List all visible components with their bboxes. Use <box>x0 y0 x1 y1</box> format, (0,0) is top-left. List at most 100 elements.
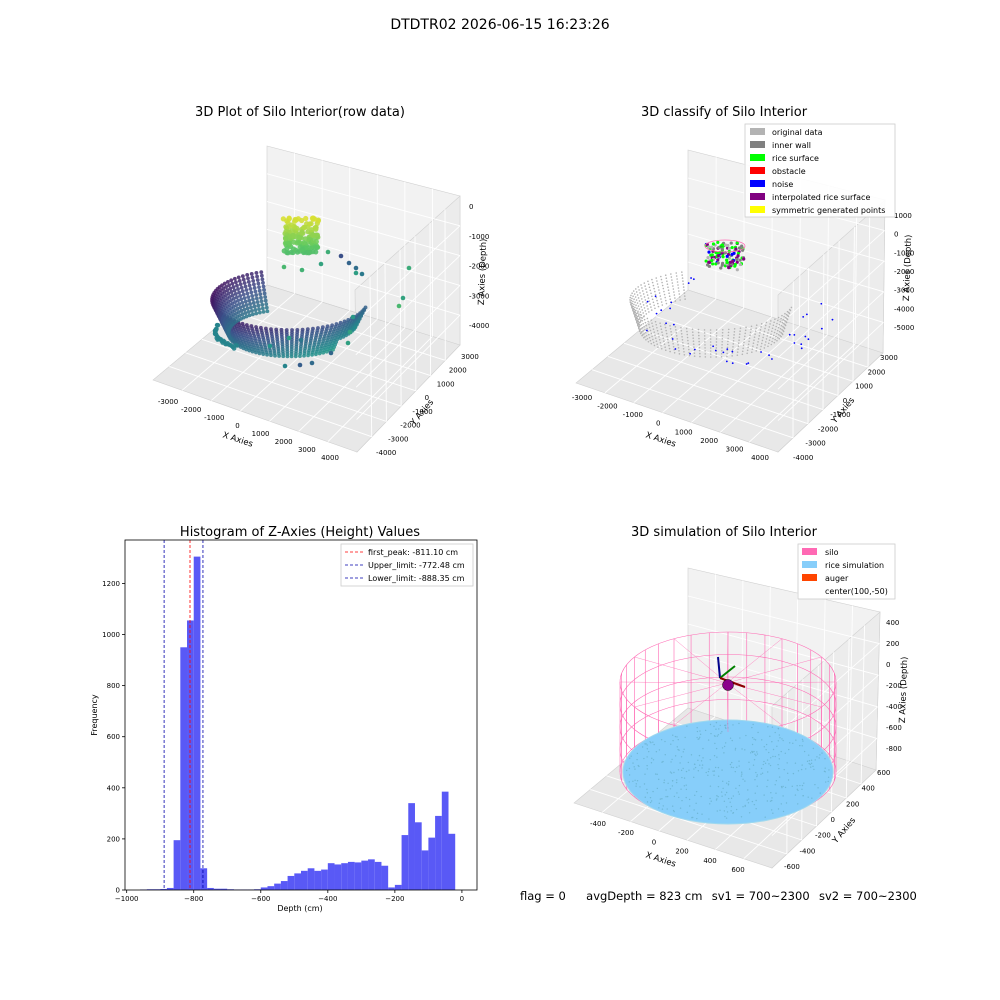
panel-classify-original-point <box>634 296 637 298</box>
rice-simulation-point <box>632 762 634 764</box>
panel-classify-original-point <box>638 308 641 310</box>
rice-simulation-point <box>671 780 674 782</box>
panel-raw-wall-point <box>246 280 251 284</box>
rice-simulation-point <box>688 798 691 801</box>
panel-classify-original-point <box>660 347 663 350</box>
panel-classify-cluster-point <box>710 245 714 249</box>
panel-raw-wall-point <box>338 336 343 341</box>
panel-simulation-grid <box>687 651 878 708</box>
panel-classify-original-point <box>732 343 735 345</box>
panel-classify-noise-point <box>670 301 673 304</box>
panel-classify-original-point <box>699 355 701 358</box>
panel-raw-noise-point <box>281 264 287 270</box>
panel-classify-original-point <box>653 331 656 333</box>
panel-classify-original-point <box>682 283 685 285</box>
rice-simulation-point <box>792 742 794 745</box>
panel-classify-original-point <box>721 346 723 349</box>
panel-raw-wall-point <box>257 307 261 311</box>
rice-simulation-point <box>704 729 707 732</box>
panel-classify-cluster-point <box>735 260 739 264</box>
panel-classify-original-point <box>635 299 638 301</box>
panel-classify-original-point <box>657 286 660 288</box>
panel-raw-noise-point <box>297 362 303 368</box>
panel-raw-noise-point <box>299 267 305 273</box>
panel-simulation-x-tick-label: 200 <box>675 848 688 856</box>
rice-simulation-point <box>751 800 754 803</box>
rice-simulation-point <box>652 759 655 761</box>
rice-simulation-point <box>778 767 780 770</box>
panel-classify-original-point <box>665 299 667 302</box>
panel-classify-original-point <box>751 351 753 353</box>
panel-classify-cluster-point <box>735 268 739 272</box>
rice-simulation-point <box>814 783 816 786</box>
panel-classify-original-point <box>692 337 695 339</box>
panel-raw-wall-point <box>247 283 252 288</box>
rice-simulation-point <box>803 782 805 784</box>
panel-classify-original-point <box>720 352 723 355</box>
panel-raw-y-tick-label: -2000 <box>400 422 420 430</box>
panel-raw-wall-point <box>247 313 252 318</box>
panel-classify-original-point <box>680 332 683 335</box>
rice-simulation-point <box>769 735 771 738</box>
rice-simulation-point <box>777 808 780 810</box>
rice-simulation-point <box>673 795 676 798</box>
panel-classify-original-point <box>767 332 769 334</box>
rice-simulation-point <box>702 747 704 750</box>
panel-simulation-legend-swatch <box>802 548 817 555</box>
panel-classify-original-point <box>636 294 639 296</box>
panel-classify-original-point <box>704 341 706 343</box>
panel-classify-cluster-point <box>721 261 725 265</box>
panel-classify-original-point <box>721 328 724 331</box>
rice-simulation-point <box>727 797 730 800</box>
rice-simulation-point <box>715 799 718 801</box>
panel-simulation-z-tick-label: -800 <box>886 745 902 753</box>
panel-classify-original-point <box>631 302 634 305</box>
panel-classify-original-point <box>685 327 688 330</box>
panel-classify-original-point <box>771 340 773 343</box>
panel-classify-original-point <box>698 340 700 343</box>
panel-raw-wall-point <box>306 353 310 358</box>
panel-classify-original-point <box>684 298 686 300</box>
rice-simulation-point <box>721 747 724 749</box>
panel-classify-original-point <box>663 293 666 296</box>
panel-classify-original-point <box>747 346 749 349</box>
panel-raw-rice-point <box>281 248 287 254</box>
histogram-bar <box>294 873 301 890</box>
rice-simulation-point <box>816 756 818 758</box>
rice-simulation-point <box>674 735 677 738</box>
panel-classify-cluster-point <box>716 254 720 258</box>
panel-classify-noise-point <box>660 309 663 312</box>
histogram-bar <box>381 865 389 890</box>
rice-simulation-point <box>777 727 780 730</box>
panel-classify-original-point <box>636 317 639 320</box>
panel-classify-original-point <box>680 329 683 332</box>
panel-classify-noise-point <box>831 318 834 321</box>
panel-raw-wall-point <box>251 301 256 305</box>
panel-classify-original-point <box>738 336 741 338</box>
rice-simulation-point <box>628 781 630 783</box>
panel-raw-wall-point <box>239 297 244 302</box>
rice-simulation-point <box>788 748 790 751</box>
rice-simulation-point <box>707 739 710 741</box>
panel-classify-original-point <box>742 347 744 350</box>
rice-simulation-point <box>763 760 765 763</box>
panel-raw-wall-point <box>259 299 264 304</box>
panel-raw-wall-point <box>253 289 258 294</box>
panel-classify-original-point <box>748 340 750 343</box>
panel-classify-noise-point <box>793 342 796 344</box>
panel-simulation-legend-swatch <box>802 561 817 568</box>
auger-center-marker <box>722 679 734 691</box>
panel-classify-original-point <box>709 332 712 334</box>
panel-classify-noise-point <box>747 362 750 365</box>
panel-classify-original-point <box>744 332 747 335</box>
panel-classify-legend-swatch <box>750 206 765 213</box>
panel-classify-original-point <box>638 313 640 316</box>
rice-simulation-point <box>717 795 719 798</box>
panel-classify-original-point <box>653 287 655 290</box>
panel-classify-original-point <box>633 303 635 306</box>
panel-raw-wall-point <box>289 354 294 359</box>
histogram-bar <box>341 863 348 890</box>
panel-raw-wall-point <box>236 298 240 303</box>
rice-simulation-point <box>765 748 767 751</box>
rice-simulation-point <box>644 773 646 775</box>
